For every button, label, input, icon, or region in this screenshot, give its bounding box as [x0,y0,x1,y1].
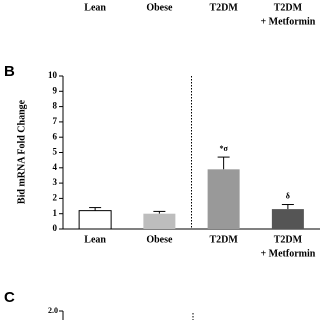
bar [207,169,240,229]
top-label: T2DM [274,2,303,13]
y-tick-label: 5 [53,147,58,157]
top-note: + Metformin [260,16,315,27]
panel-label: C [4,289,15,306]
x-tick-label: T2DM [209,234,238,245]
y-tick-label: 10 [48,70,58,80]
annotation: *σ [219,144,228,153]
y-tick-label: 2 [53,192,58,202]
top-label: Obese [146,2,173,13]
panel-label: B [4,63,15,80]
annotation: δ [286,191,290,200]
y-tick-label: 4 [53,162,58,172]
y-tick-label: 3 [53,177,58,187]
y-axis-label: Bid mRNA Fold Change [16,99,27,204]
bar [143,213,176,229]
x-tick-label: Lean [84,234,106,245]
y-tick-label: 6 [53,131,58,141]
top-label: Lean [84,2,106,13]
x-tick-note: + Metformin [260,248,315,259]
y-tick-label: 9 [53,85,58,95]
x-tick-label: T2DM [274,234,303,245]
y-tick-label: 7 [53,116,58,126]
y-tick-label: 1 [53,208,58,218]
y-tick-label: 2.0 [48,306,58,315]
y-tick-label: 0 [53,223,58,233]
bar [271,209,304,229]
bar [78,210,112,230]
top-label: T2DM [209,2,238,13]
y-tick-label: 8 [53,101,58,111]
x-tick-label: Obese [146,234,173,245]
